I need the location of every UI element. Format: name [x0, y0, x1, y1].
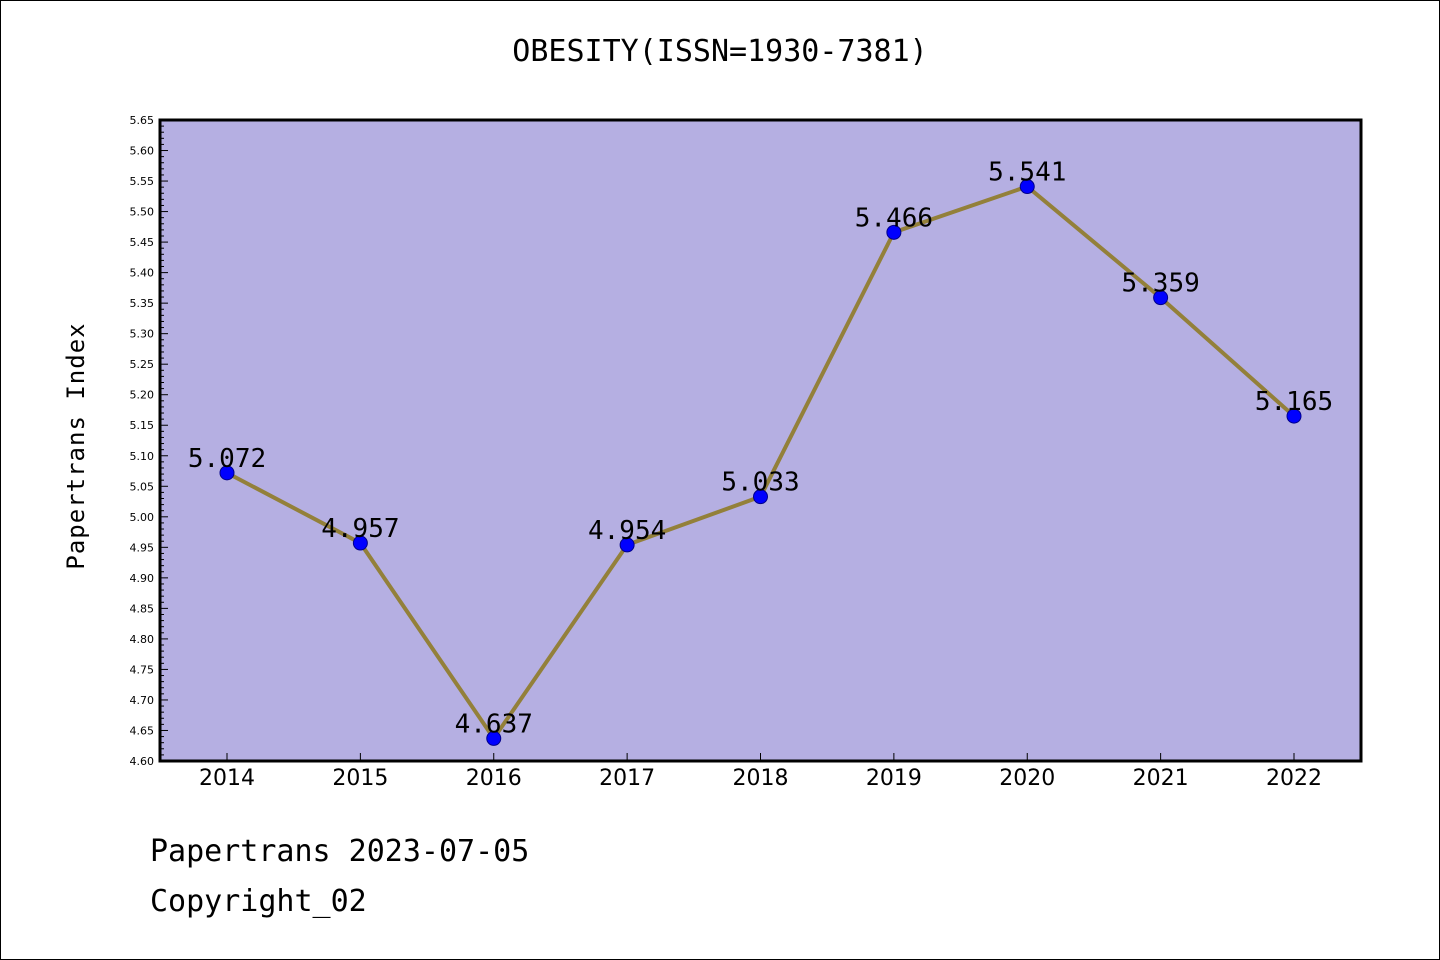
- y-tick-label: 4.75: [130, 663, 155, 676]
- x-tick-label: 2018: [733, 766, 789, 791]
- plot-border: [158, 118, 1363, 763]
- data-label: 5.466: [855, 203, 933, 233]
- data-label: 5.072: [188, 444, 266, 474]
- y-tick-label: 5.30: [130, 328, 155, 341]
- y-tick-label: 5.20: [130, 389, 155, 402]
- y-tick-label: 5.55: [130, 175, 155, 188]
- y-tick-label: 5.60: [130, 145, 155, 158]
- plot-area: [160, 120, 1361, 761]
- y-tick-label: 5.40: [130, 267, 155, 280]
- footer-copyright: Copyright_02: [150, 884, 367, 919]
- y-tick-label: 5.00: [130, 511, 155, 524]
- y-tick-label: 4.90: [130, 572, 155, 585]
- data-label: 4.954: [588, 516, 666, 546]
- y-tick-label: 5.45: [130, 236, 155, 249]
- data-point: [352, 535, 368, 551]
- y-tick-label: 5.15: [130, 419, 155, 432]
- data-point: [219, 465, 235, 481]
- y-tick-label: 4.80: [130, 633, 155, 646]
- x-tick-label: 2019: [866, 766, 922, 791]
- y-tick-label: 5.65: [130, 114, 155, 127]
- y-tick-label: 5.35: [130, 297, 155, 310]
- y-tick-label: 5.05: [130, 480, 155, 493]
- chart-title: OBESITY(ISSN=1930-7381): [512, 34, 928, 69]
- data-label: 5.033: [721, 468, 799, 498]
- y-tick-label: 4.60: [130, 755, 155, 768]
- y-tick-label: 5.10: [130, 450, 155, 463]
- data-point: [1019, 179, 1035, 195]
- y-tick-label: 4.95: [130, 541, 155, 554]
- x-tick-label: 2021: [1133, 766, 1189, 791]
- y-tick-label: 4.65: [130, 724, 155, 737]
- data-point: [886, 224, 902, 240]
- x-tick-label: 2020: [999, 766, 1055, 791]
- data-label: 5.359: [1121, 269, 1199, 299]
- data-label: 4.957: [321, 514, 399, 544]
- x-tick-label: 2016: [466, 766, 522, 791]
- data-point: [1153, 290, 1169, 306]
- x-tick-label: 2015: [332, 766, 388, 791]
- data-label: 5.165: [1255, 387, 1333, 417]
- footer-date: Papertrans 2023-07-05: [150, 834, 530, 869]
- data-label: 5.541: [988, 158, 1066, 188]
- x-tick-label: 2014: [199, 766, 255, 791]
- data-point: [753, 489, 768, 505]
- y-tick-label: 5.25: [130, 358, 155, 371]
- y-tick-label: 4.70: [130, 694, 155, 707]
- x-tick-label: 2022: [1266, 766, 1322, 791]
- y-tick-label: 5.50: [130, 206, 155, 219]
- data-point: [486, 730, 502, 746]
- y-tick-label: 4.85: [130, 602, 155, 615]
- data-point: [619, 537, 635, 553]
- data-point: [1286, 408, 1302, 424]
- x-tick-label: 2017: [599, 766, 655, 791]
- data-label: 4.637: [455, 709, 533, 739]
